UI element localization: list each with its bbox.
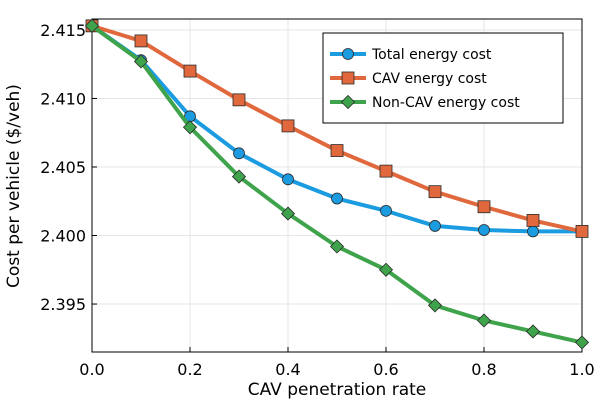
x-tick-label: 0.8 (471, 360, 496, 379)
plot-frame (91, 18, 583, 353)
y-axis-label: Cost per vehicle ($/veh) (4, 84, 24, 288)
data-point (378, 262, 394, 277)
x-tick-label: 0.6 (373, 360, 398, 379)
data-point (182, 120, 198, 135)
legend-entry: CAV energy cost (330, 71, 487, 87)
data-point (233, 147, 245, 160)
legend-entry: Total energy cost (330, 47, 492, 63)
data-point (231, 169, 247, 184)
data-point (526, 214, 540, 227)
data-point (478, 224, 490, 236)
y-tick-label: 2.415 (40, 21, 86, 40)
x-axis-label: CAV penetration rate (248, 380, 427, 400)
x-tick-label: 0.0 (79, 360, 104, 379)
legend-label: CAV energy cost (372, 71, 487, 87)
axis-ticks: 0.0 0.2 0.4 0.6 0.8 1.0 2.395 2.400 2.405 2.410 2.… (40, 21, 595, 379)
legend-marker (341, 71, 355, 85)
legend-label: Non-CAV energy cost (372, 95, 520, 111)
legend-label: Total energy cost (371, 47, 492, 63)
data-point (477, 200, 491, 214)
y-tick-label: 2.405 (40, 158, 86, 177)
data-point (574, 335, 590, 350)
data-point (476, 313, 492, 328)
data-point (281, 119, 295, 133)
y-tick-label: 2.395 (40, 295, 86, 314)
data-point (282, 173, 294, 186)
data-point (380, 204, 392, 217)
data-point (329, 239, 345, 254)
data-point (232, 93, 246, 107)
data-point (428, 185, 442, 199)
data-point (280, 206, 296, 221)
legend-marker (342, 48, 354, 60)
data-point (331, 192, 343, 205)
x-tick-label: 1.0 (569, 360, 594, 379)
data-point (575, 225, 589, 238)
data-point (134, 34, 148, 48)
legend-marker (340, 94, 356, 110)
legend-entry: Non-CAV energy cost (330, 94, 520, 111)
series-non-cav-energy-cost (84, 18, 590, 350)
data-point (84, 18, 100, 33)
y-tick-label: 2.400 (40, 227, 86, 246)
data-point (379, 164, 393, 178)
data-point (427, 298, 443, 313)
data-point (133, 54, 149, 69)
x-tick-label: 0.4 (275, 360, 300, 379)
data-point (527, 225, 539, 238)
y-tick-label: 2.410 (40, 89, 86, 108)
series-group (84, 18, 590, 350)
x-tick-label: 0.2 (177, 360, 202, 379)
data-point (429, 220, 441, 232)
legend: Total energy cost CAV energy cost Non-CAV … (322, 32, 564, 124)
data-point (525, 324, 541, 339)
data-point (183, 64, 197, 78)
data-point (330, 144, 344, 157)
